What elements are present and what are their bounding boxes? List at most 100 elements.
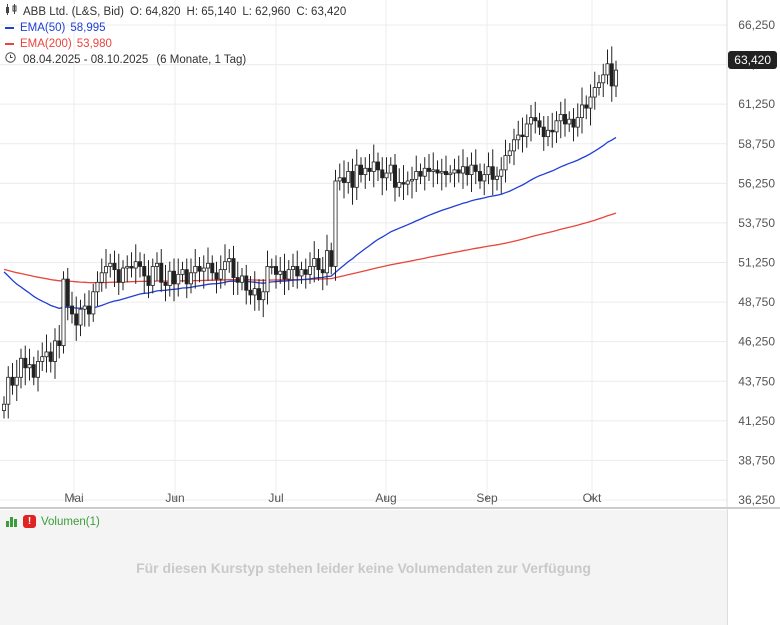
candle-body (346, 171, 351, 183)
candle-body (584, 104, 589, 109)
candle-body (529, 117, 534, 125)
chart-legend: ABB Ltd. (L&S, Bid) O: 64,820 H: 65,140 … (5, 4, 352, 68)
candle-body (439, 171, 444, 174)
y-tick-label: 36,250 (738, 493, 775, 507)
candle-body (74, 313, 79, 326)
candle-body (533, 117, 538, 122)
candle-body (278, 270, 283, 275)
open-value: O: 64,820 (130, 6, 181, 18)
candle-body (70, 305, 75, 315)
candle-body (597, 82, 602, 88)
candle-body (214, 272, 219, 280)
candle-body (256, 288, 261, 301)
candle-body (210, 262, 215, 274)
candle-body (108, 262, 113, 267)
candle-body (465, 166, 470, 176)
y-tick-label: 38,750 (738, 453, 775, 467)
ema50-label: EMA(50) (20, 22, 66, 34)
candle-body (324, 250, 329, 274)
candle-body (265, 266, 270, 293)
candle-body (61, 278, 66, 347)
candle-body (176, 273, 181, 285)
date-range-row[interactable]: 08.04.2025 - 08.10.2025 (6 Monate, 1 Tag… (5, 52, 352, 68)
candle-body (2, 403, 7, 411)
candlestick-icon (5, 4, 17, 20)
candle-body (520, 134, 525, 138)
candle-body (112, 262, 117, 271)
candle-body (460, 166, 465, 174)
candle-body (503, 155, 508, 171)
candle-body (486, 166, 491, 176)
candle-body (554, 120, 559, 133)
x-tick-label: Aug (375, 491, 396, 505)
candle-body (614, 69, 619, 87)
candle-body (490, 166, 495, 180)
candle-body (507, 150, 512, 157)
candle-body (95, 281, 100, 293)
candle-body (588, 96, 593, 109)
candle-body (452, 169, 457, 174)
ohlc-row: ABB Ltd. (L&S, Bid) O: 64,820 H: 65,140 … (5, 4, 352, 20)
volume-label: Volumen(1) (41, 515, 100, 528)
candle-body (116, 269, 121, 283)
candle-body (201, 267, 206, 272)
candle-body (87, 305, 92, 315)
candle-body (401, 182, 406, 185)
volume-legend[interactable]: ! Volumen(1) (6, 515, 100, 528)
candle-body (193, 266, 198, 274)
candle-body (121, 267, 126, 283)
candle-body (133, 261, 138, 269)
chart-grid (0, 0, 780, 510)
candle-body (512, 139, 517, 152)
high-value: H: 65,140 (186, 6, 237, 18)
candle-body (142, 266, 147, 277)
ema50-swatch (5, 27, 14, 29)
candle-body (443, 171, 448, 176)
candle-body (435, 169, 440, 174)
candle-body (146, 275, 151, 286)
candle-body (244, 275, 249, 291)
candle-body (154, 262, 159, 267)
price-chart[interactable]: 66,25063,75061,25058,75056,25053,75051,2… (0, 0, 780, 510)
candle-body (252, 288, 257, 296)
candle-body (269, 266, 274, 268)
candle-body (137, 261, 142, 267)
candle-body (53, 340, 58, 362)
candle-body (473, 164, 478, 172)
candle-body (448, 172, 453, 176)
candle-body (392, 164, 397, 188)
candle-body (222, 261, 227, 271)
candle-body (261, 291, 266, 301)
candle-body (375, 161, 380, 171)
y-tick-label: 53,750 (738, 216, 775, 230)
candle-body (316, 258, 321, 271)
candle-body (605, 63, 610, 76)
ema200-swatch (5, 43, 14, 45)
close-value: C: 63,420 (296, 6, 347, 18)
candle-body (580, 104, 585, 119)
candle-body (405, 180, 410, 185)
candle-body (180, 269, 185, 275)
candle-body (91, 291, 96, 315)
candle-body (601, 74, 606, 84)
candle-body (104, 266, 109, 274)
candle-body (248, 289, 253, 296)
y-tick-label: 41,250 (738, 414, 775, 428)
candle-body (171, 270, 176, 285)
candle-body (159, 262, 164, 283)
candle-body (550, 129, 555, 133)
candle-body (307, 266, 312, 275)
ema200-legend[interactable]: EMA(200) 53,980 (5, 36, 352, 52)
candle-body (482, 174, 487, 182)
candle-body (235, 277, 240, 283)
x-tick-label: Jun (165, 491, 184, 505)
candle-body (14, 376, 19, 386)
ema200-value: 53,980 (76, 38, 112, 50)
candle-body (295, 266, 300, 277)
candle-body (609, 63, 614, 87)
candle-body (197, 266, 202, 272)
candle-body (358, 164, 363, 176)
ema50-legend[interactable]: EMA(50) 58,995 (5, 20, 352, 36)
y-tick-label: 61,250 (738, 97, 775, 111)
candle-body (456, 169, 461, 174)
